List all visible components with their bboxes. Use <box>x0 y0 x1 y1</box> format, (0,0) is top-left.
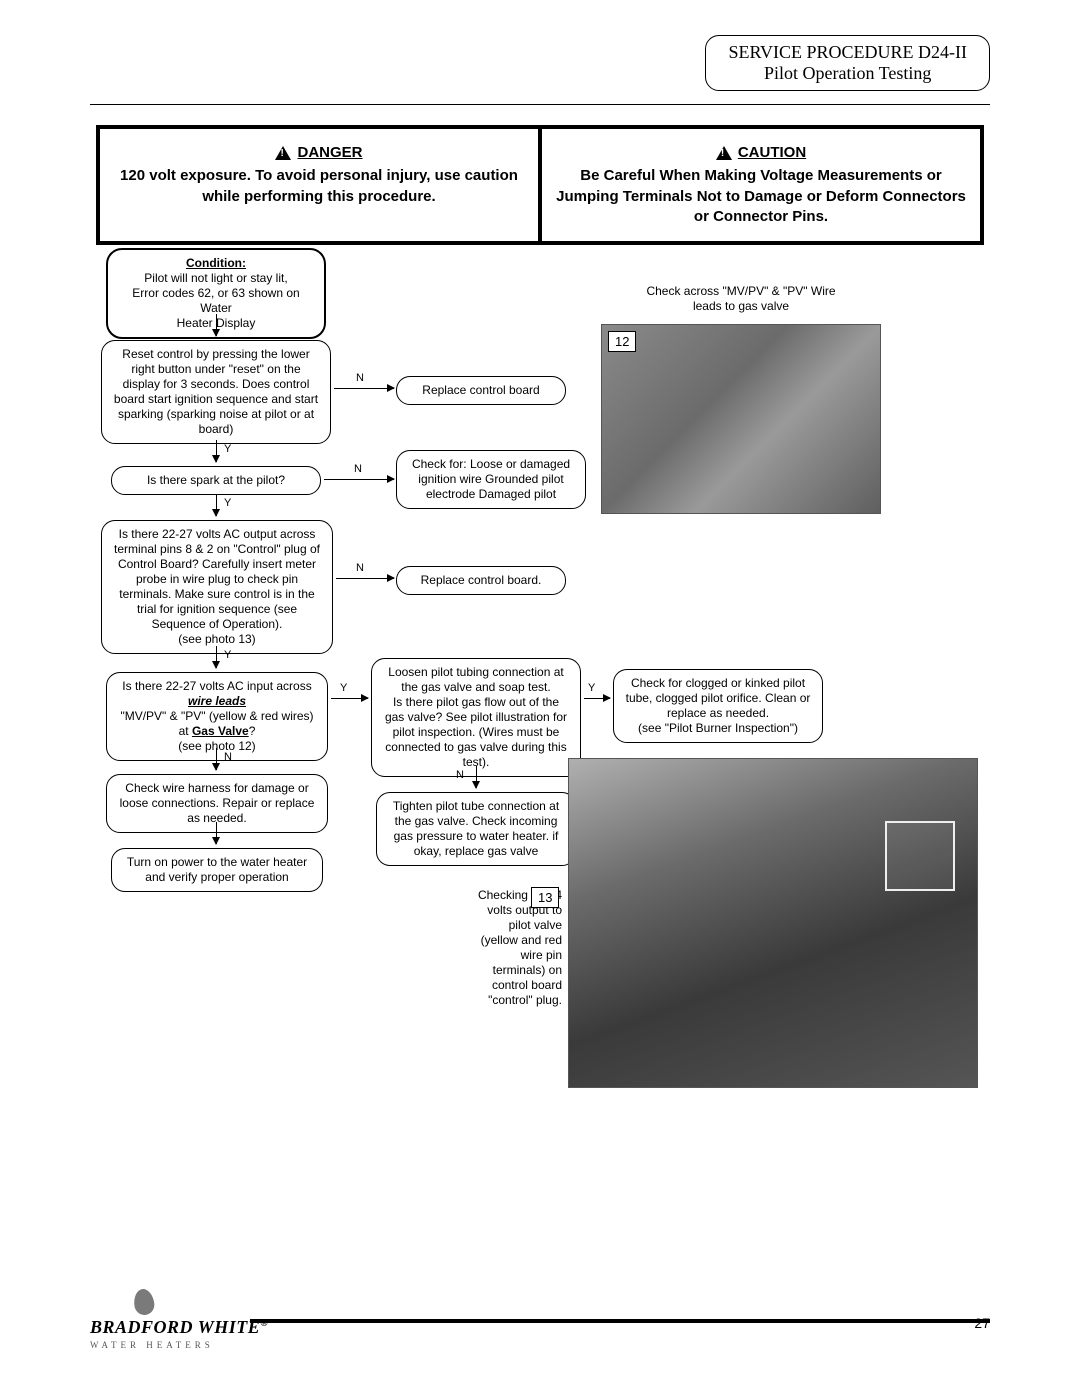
danger-panel: DANGER 120 volt exposure. To avoid perso… <box>100 129 542 241</box>
arrow <box>324 479 394 480</box>
caution-body: Be Careful When Making Voltage Measureme… <box>552 166 970 227</box>
n4-wire: wire leads <box>188 694 246 708</box>
node-power-on: Turn on power to the water heater and ve… <box>111 848 323 892</box>
n4-pre: Is there 22-27 volts AC input across <box>122 679 311 693</box>
node-check-ignition: Check for: Loose or damaged ignition wir… <box>396 450 586 509</box>
label-n: N <box>224 751 232 763</box>
footer-rule <box>250 1319 990 1323</box>
danger-title-text: DANGER <box>297 143 362 163</box>
caution-title-text: CAUTION <box>738 143 806 163</box>
photo-12: 12 <box>601 324 881 514</box>
node-replace-board-1: Replace control board <box>396 376 566 405</box>
arrow <box>336 578 394 579</box>
page-number: 27 <box>974 1315 990 1331</box>
condition-label: Condition: <box>118 256 314 271</box>
arrow <box>216 646 217 668</box>
node-voltage-output: Is there 22-27 volts AC output across te… <box>101 520 333 654</box>
photo12-caption: Check across "MV/PV" & "PV" Wire leads t… <box>616 284 866 314</box>
node-soap-test: Loosen pilot tubing connection at the ga… <box>371 658 581 777</box>
warning-icon <box>275 146 291 160</box>
arrow <box>216 494 217 516</box>
page-footer: BRADFORD WHITE® WATER HEATERS 27 <box>90 1289 990 1349</box>
node-voltage-input: Is there 22-27 volts AC input across wir… <box>106 672 328 761</box>
n4-gv: Gas Valve <box>192 724 249 738</box>
label-y: Y <box>340 682 347 694</box>
label-y: Y <box>588 682 595 694</box>
flame-icon <box>132 1288 155 1317</box>
warning-icon <box>716 146 732 160</box>
arrow <box>216 314 217 336</box>
arrow <box>331 698 368 699</box>
label-y: Y <box>224 649 231 661</box>
warning-box: DANGER 120 volt exposure. To avoid perso… <box>96 125 984 245</box>
photo12-tag: 12 <box>608 331 636 352</box>
arrow <box>216 748 217 770</box>
brand-word1: BRADFORD <box>90 1317 193 1337</box>
node-reset-control: Reset control by pressing the lower righ… <box>101 340 331 444</box>
arrow <box>216 822 217 844</box>
node-replace-board-2: Replace control board. <box>396 566 566 595</box>
node-tighten-tube: Tighten pilot tube connection at the gas… <box>376 792 576 866</box>
danger-body: 120 volt exposure. To avoid personal inj… <box>110 166 528 207</box>
caution-title: CAUTION <box>716 143 806 163</box>
n4-mid: "MV/PV" & "PV" (yellow & red wires) <box>120 709 313 723</box>
arrow <box>334 388 394 389</box>
arrow <box>584 698 610 699</box>
header-rule <box>90 104 990 105</box>
flowchart: Condition: Pilot will not light or stay … <box>96 248 984 1197</box>
procedure-header: SERVICE PROCEDURE D24-II Pilot Operation… <box>705 35 990 91</box>
brand-sub: WATER HEATERS <box>90 1340 268 1350</box>
node-clogged-pilot: Check for clogged or kinked pilot tube, … <box>613 669 823 743</box>
photo13-inset <box>885 821 955 891</box>
arrow <box>476 766 477 788</box>
label-n: N <box>456 769 464 781</box>
header-line1: SERVICE PROCEDURE D24-II <box>728 42 967 63</box>
brand-logo: BRADFORD WHITE® WATER HEATERS <box>90 1289 268 1350</box>
arrow <box>216 440 217 462</box>
n4-q: ? <box>249 724 256 738</box>
label-y: Y <box>224 443 231 455</box>
brand-name: BRADFORD WHITE® <box>90 1317 268 1338</box>
label-n: N <box>356 562 364 574</box>
label-n: N <box>354 463 362 475</box>
photo-13: 13 <box>568 758 978 1088</box>
photo13-tag: 13 <box>531 887 559 908</box>
n4-at: at <box>179 724 192 738</box>
header-line2: Pilot Operation Testing <box>728 63 967 84</box>
node-spark-pilot: Is there spark at the pilot? <box>111 466 321 495</box>
label-n: N <box>356 372 364 384</box>
caution-panel: CAUTION Be Careful When Making Voltage M… <box>542 129 980 241</box>
label-y: Y <box>224 497 231 509</box>
danger-title: DANGER <box>275 143 362 163</box>
node-check-harness: Check wire harness for damage or loose c… <box>106 774 328 833</box>
